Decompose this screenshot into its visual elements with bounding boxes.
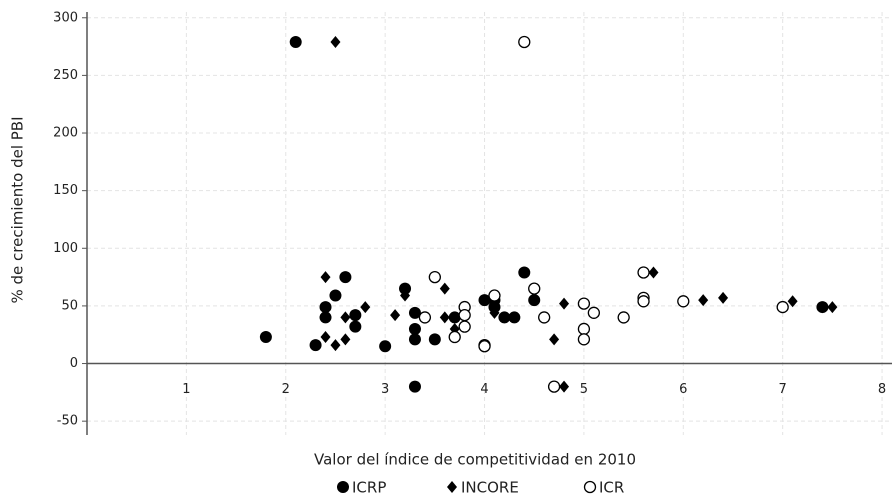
diamond-marker — [827, 301, 838, 314]
circle-marker — [349, 309, 362, 322]
diamond-marker — [559, 297, 570, 310]
x-tick-label: 8 — [878, 382, 886, 397]
x-tick-label: 3 — [381, 382, 389, 397]
diamond-marker — [447, 481, 457, 493]
y-tick-label: -50 — [57, 414, 78, 429]
open-circle-marker — [637, 295, 650, 308]
open-circle-marker — [617, 311, 630, 324]
open-circle-marker — [583, 480, 597, 494]
legend-label: ICR — [599, 479, 624, 497]
open-circle-marker — [478, 340, 491, 353]
open-circle-marker — [458, 308, 471, 322]
circle-marker — [337, 481, 349, 493]
diamond-marker — [559, 380, 570, 393]
circle-marker — [408, 333, 421, 346]
diamond-marker — [439, 282, 450, 295]
diamond-marker — [439, 311, 450, 324]
diamond-marker — [787, 295, 798, 308]
y-tick-label: 150 — [53, 183, 78, 198]
open-circle-marker — [577, 297, 591, 310]
circle-marker — [329, 289, 342, 302]
circle-marker — [408, 380, 421, 393]
open-circle-marker — [528, 282, 541, 295]
y-tick-label: 200 — [53, 126, 78, 141]
diamond-marker — [648, 266, 659, 279]
open-circle-marker — [587, 306, 601, 319]
circle-marker — [408, 322, 421, 335]
open-circle-marker — [577, 333, 591, 346]
x-tick-label: 2 — [282, 382, 290, 397]
circle-marker — [399, 282, 412, 295]
circle-marker — [289, 35, 302, 48]
circle-marker — [259, 331, 272, 344]
diamond-marker — [489, 306, 500, 319]
circle-marker — [309, 339, 322, 352]
x-tick-label: 6 — [679, 382, 687, 397]
diamond-marker — [499, 311, 510, 324]
diamond-marker — [320, 331, 331, 344]
open-circle-marker — [637, 266, 650, 279]
open-circle-marker — [577, 322, 591, 336]
circle-marker — [349, 320, 362, 333]
diamond-marker — [330, 339, 341, 352]
open-circle-marker — [458, 320, 471, 333]
circle-marker — [518, 266, 531, 279]
circle-marker — [448, 311, 461, 324]
legend-label: ICRP — [352, 479, 386, 497]
x-tick-label: 7 — [779, 382, 787, 397]
circle-marker — [528, 294, 541, 307]
open-circle-marker — [448, 330, 461, 344]
diamond-marker — [549, 333, 560, 346]
circle-marker — [339, 271, 352, 284]
diamond-marker — [340, 311, 351, 324]
diamond-marker — [718, 291, 729, 304]
open-circle-marker — [518, 35, 531, 49]
open-circle-marker — [538, 311, 551, 324]
y-tick-label: 100 — [53, 241, 78, 256]
x-axis-label: Valor del índice de competitividad en 20… — [314, 451, 636, 469]
open-circle-marker — [418, 311, 432, 324]
diamond-marker — [698, 294, 709, 307]
y-tick-label: 0 — [70, 356, 78, 371]
y-axis-label: % de crecimiento del PBI — [9, 116, 27, 303]
open-circle-marker — [488, 289, 501, 302]
circle-marker — [816, 301, 829, 314]
x-tick-label: 5 — [580, 382, 588, 397]
y-tick-label: 300 — [53, 10, 78, 25]
circle-marker — [379, 340, 392, 353]
diamond-marker — [390, 309, 401, 322]
y-tick-label: 50 — [61, 298, 78, 313]
diamond-marker — [330, 35, 341, 48]
y-tick-label: 250 — [53, 68, 78, 83]
circle-marker — [319, 301, 332, 314]
open-circle-marker — [677, 295, 690, 308]
diamond-marker — [340, 333, 351, 346]
diamond-marker — [400, 289, 411, 302]
x-tick-label: 4 — [480, 382, 488, 397]
x-tick-label: 1 — [182, 382, 190, 397]
circle-marker — [508, 311, 521, 324]
legend-label: INCORE — [461, 479, 519, 497]
open-circle-marker — [776, 300, 789, 314]
open-circle-marker — [428, 270, 441, 284]
open-circle-marker — [547, 380, 561, 393]
circle-marker — [478, 294, 491, 307]
diamond-marker — [320, 271, 331, 284]
circle-marker — [319, 311, 332, 324]
circle-marker — [408, 306, 421, 319]
circle-marker — [428, 333, 441, 346]
diamond-marker — [360, 301, 371, 314]
